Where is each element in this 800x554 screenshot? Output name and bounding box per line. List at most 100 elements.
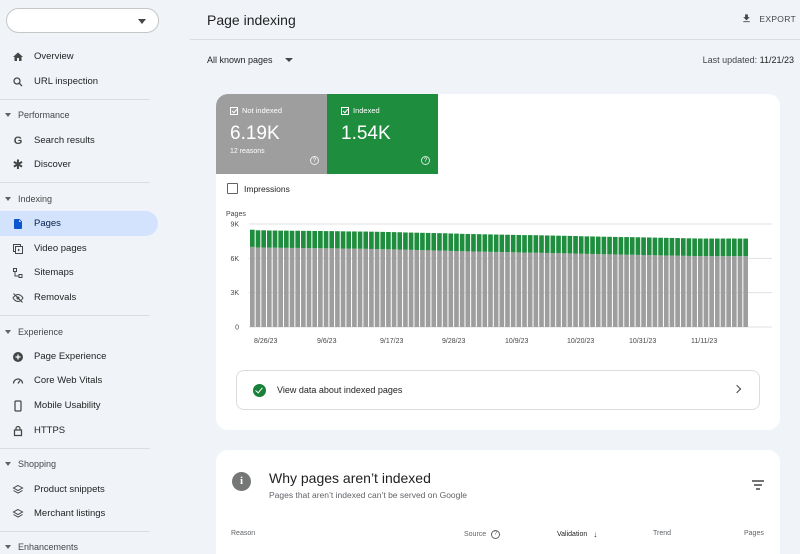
expand-icon	[5, 330, 11, 334]
chart-bar	[510, 234, 516, 253]
chart-bar	[363, 248, 369, 327]
indexed-tile[interactable]: Indexed 1.54K ?	[327, 94, 438, 174]
chart-bar	[323, 231, 329, 249]
chart-bar	[731, 238, 737, 257]
chart-bar	[658, 255, 663, 327]
chart-bar	[459, 233, 465, 252]
y-tick-label: 0	[235, 325, 239, 332]
layers-icon	[11, 483, 25, 497]
chart-bar	[669, 237, 675, 256]
sidebar-divider	[0, 448, 150, 449]
sidebar-item-product-snippets[interactable]: Product snippets	[0, 477, 158, 502]
chart-bar	[335, 231, 340, 249]
chart-bar	[420, 232, 425, 251]
help-icon[interactable]: ?	[491, 530, 501, 539]
chart-bar	[618, 254, 624, 327]
property-selector[interactable]	[6, 8, 159, 33]
chart-bar	[510, 252, 516, 327]
chart-bar	[278, 247, 283, 327]
sidebar-item-mobile-usability[interactable]: Mobile Usability	[0, 393, 158, 418]
sidebar-item-merchant-listings[interactable]: Merchant listings	[0, 501, 158, 526]
column-header-source[interactable]: Source?	[464, 530, 501, 539]
chart-bar	[743, 256, 748, 327]
chart-bar	[601, 254, 607, 327]
sidebar-item-video-pages[interactable]: Video pages	[0, 236, 158, 261]
chart-bar	[692, 256, 697, 327]
chart-bar	[522, 235, 527, 253]
chart-bar	[408, 232, 414, 250]
arrow-down-icon: ↓	[593, 530, 598, 539]
sidebar-item-label: Search results	[34, 135, 95, 146]
sidebar-item-discover[interactable]: ✱ Discover	[0, 152, 158, 177]
chart-bar	[431, 250, 437, 327]
chart-bar	[312, 248, 318, 327]
sidebar-item-pages[interactable]: Pages	[0, 211, 158, 236]
filter-icon[interactable]	[752, 480, 764, 490]
sidebar-item-label: Page Experience	[34, 351, 107, 362]
column-header-trend: Trend	[653, 530, 672, 537]
sidebar-item-removals[interactable]: Removals	[0, 285, 158, 310]
chart-bar	[544, 252, 550, 327]
expand-icon	[5, 462, 11, 466]
help-icon[interactable]: ?	[310, 156, 319, 165]
chart-bar	[306, 230, 312, 249]
section-performance[interactable]: Performance	[0, 105, 158, 125]
chart-bar	[567, 235, 573, 254]
section-shopping[interactable]: Shopping	[0, 454, 158, 474]
sidebar-item-https[interactable]: HTTPS	[0, 418, 158, 443]
caret-down-icon	[284, 58, 293, 62]
lock-icon	[11, 424, 25, 438]
chart-bar	[629, 254, 635, 327]
view-data-label: View data about indexed pages	[277, 385, 403, 395]
indexed-label: Indexed	[353, 106, 380, 115]
help-icon[interactable]: ?	[421, 156, 430, 165]
sidebar: Overview URL inspection Performance G Se…	[0, 0, 190, 554]
section-indexing[interactable]: Indexing	[0, 189, 158, 209]
chart-bar	[272, 247, 278, 327]
chart-bar	[709, 256, 714, 327]
section-experience[interactable]: Experience	[0, 322, 158, 342]
chart-bar	[714, 256, 720, 327]
chart-bar	[261, 247, 266, 327]
chart-bar	[403, 249, 408, 327]
section-title: Shopping	[18, 459, 57, 469]
sidebar-item-search-results[interactable]: G Search results	[0, 128, 158, 153]
not-indexed-tile[interactable]: Not indexed 6.19K 12 reasons ?	[216, 94, 327, 174]
chart-bar	[488, 234, 493, 252]
chart-bar	[652, 255, 658, 327]
impressions-toggle[interactable]: Impressions	[227, 183, 290, 194]
chart-bar	[527, 252, 533, 327]
view-indexed-data-button[interactable]: View data about indexed pages	[236, 370, 760, 410]
sidebar-item-sitemaps[interactable]: Sitemaps	[0, 260, 158, 285]
x-tick-label: 10/20/23	[567, 338, 594, 345]
page-filter-dropdown[interactable]: All known pages	[207, 55, 293, 65]
export-button[interactable]: EXPORT	[741, 13, 796, 24]
why-title: Why pages aren’t indexed	[269, 470, 431, 486]
sidebar-item-core-web-vitals[interactable]: Core Web Vitals	[0, 368, 158, 393]
checkbox-checked-icon	[341, 106, 349, 115]
sidebar-item-page-experience[interactable]: Page Experience	[0, 344, 158, 369]
column-header-validation[interactable]: Validation ↓	[557, 530, 598, 539]
chart-bar	[471, 234, 476, 252]
chart-bar	[442, 233, 448, 251]
x-tick-label: 9/17/23	[380, 338, 403, 345]
sidebar-item-url-inspection[interactable]: URL inspection	[0, 69, 158, 94]
sidebar-item-overview[interactable]: Overview	[0, 44, 158, 69]
chart-bar	[607, 236, 612, 255]
section-enhancements[interactable]: Enhancements	[0, 537, 158, 554]
not-indexed-label: Not indexed	[242, 106, 283, 115]
chart-bar	[357, 231, 363, 249]
main-content: Page indexing EXPORT All known pages Las…	[190, 0, 800, 554]
chart-bar	[374, 249, 380, 327]
chart-bar	[573, 253, 578, 327]
eye-off-icon	[11, 291, 25, 305]
header-divider	[190, 39, 800, 40]
sidebar-item-label: Mobile Usability	[34, 400, 101, 411]
sidebar-divider	[0, 99, 150, 100]
chart-bar	[550, 235, 556, 254]
export-label: EXPORT	[759, 13, 796, 24]
chart-bar	[448, 250, 454, 327]
expand-icon	[5, 113, 11, 117]
chart-bar	[459, 251, 465, 327]
chart-bar	[641, 255, 646, 327]
